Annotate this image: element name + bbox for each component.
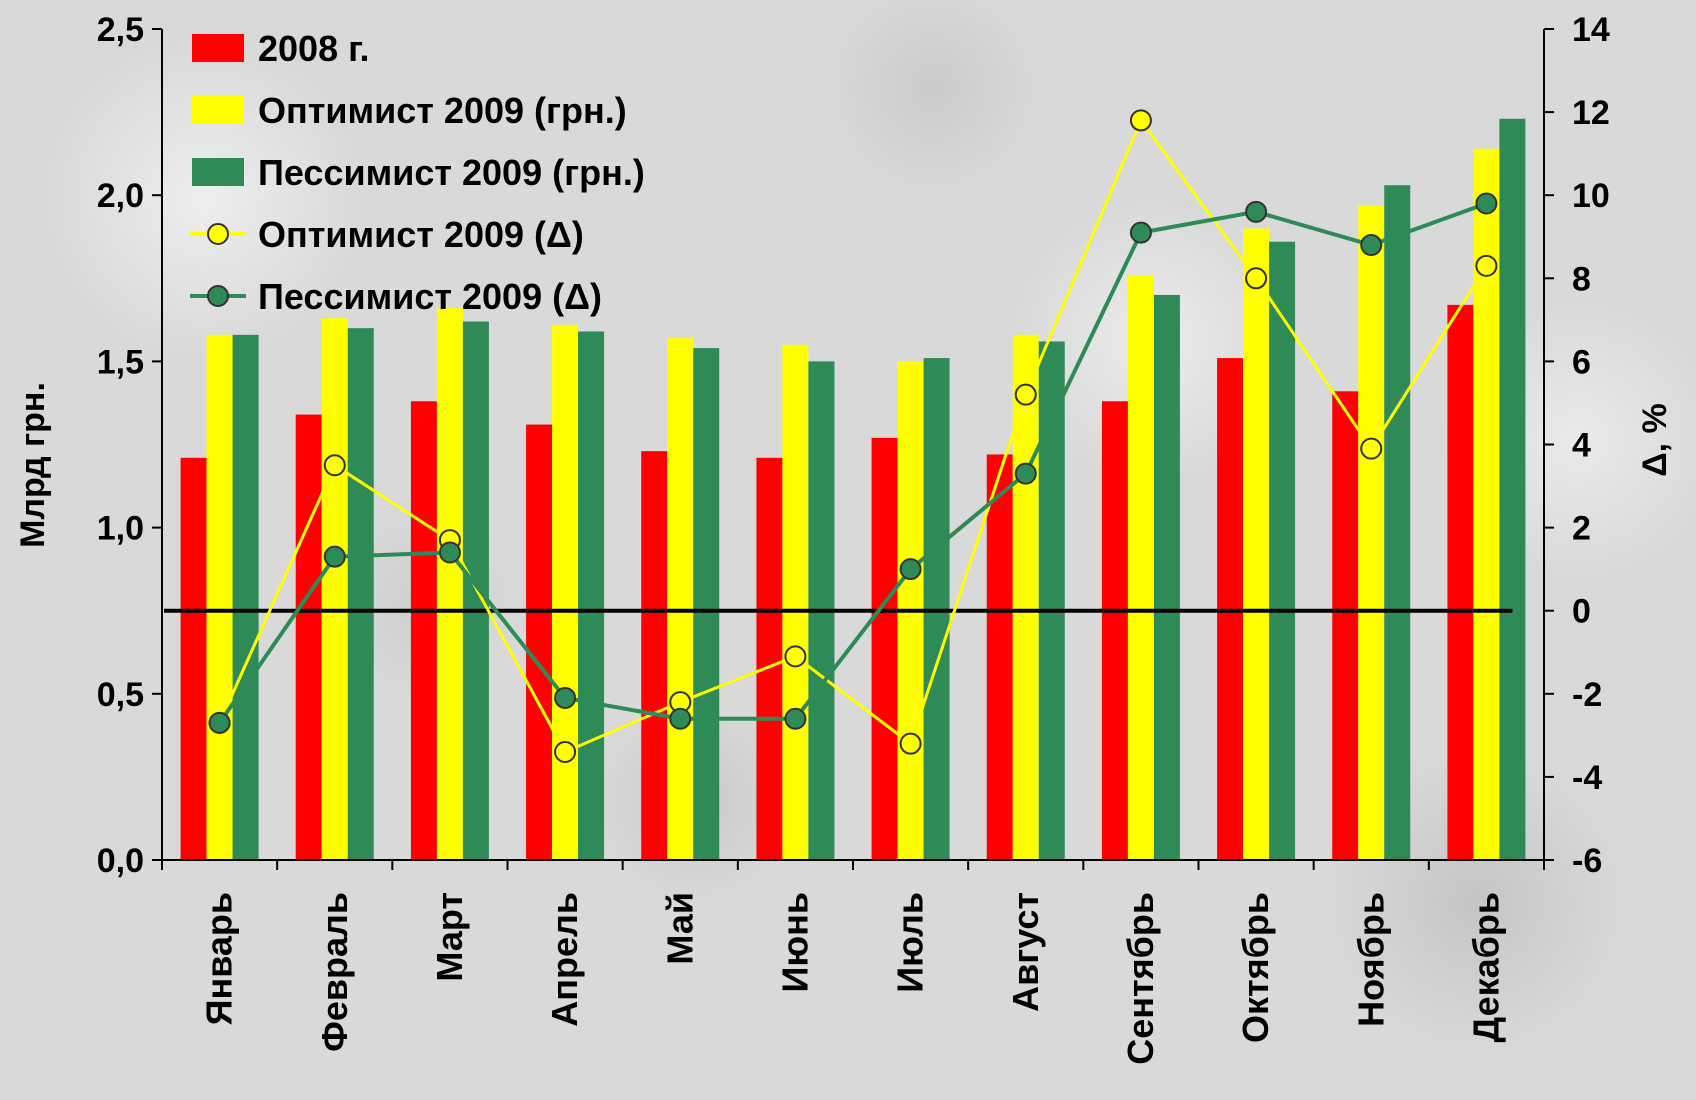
x-tick-label: Сентябрь (1120, 892, 1161, 1065)
bar-series-3-12 (1499, 118, 1526, 861)
bar-series-2-2 (321, 318, 348, 860)
bar-series-2-10 (1243, 228, 1270, 860)
legend-label: Оптимист 2009 (грн.) (258, 90, 627, 131)
line-point-series-2-2 (323, 545, 346, 568)
bar-series-1-8 (986, 454, 1013, 860)
legend-label: 2008 г. (258, 28, 369, 69)
bar-series-1-6 (756, 457, 783, 860)
y2-tick-label: 14 (1572, 11, 1610, 49)
y-tick-label: 1,0 (97, 510, 144, 548)
bar-series-2-3 (436, 308, 463, 860)
bar-series-1-5 (641, 451, 668, 860)
line-series-2 (217, 201, 1488, 725)
y2-tick-label: 0 (1572, 593, 1591, 631)
x-tick-label: Август (1005, 892, 1046, 1012)
legend-label: Оптимист 2009 (Δ) (258, 214, 584, 255)
bar-series-3-1 (232, 334, 259, 861)
x-tick-label: Май (659, 892, 700, 965)
line-point-series-1-8 (1014, 383, 1037, 406)
y2-tick-label: -6 (1572, 842, 1602, 880)
x-tick-label: Февраль (314, 892, 355, 1052)
legend-swatch-marker-2 (207, 285, 229, 307)
legend-swatch-bar-1 (192, 34, 244, 62)
x-tick-label: Март (429, 892, 470, 982)
legend-swatch-bar-3 (192, 158, 244, 186)
y2-axis-label: Δ, % (1636, 403, 1674, 477)
line-point-series-2-4 (554, 686, 577, 709)
y-tick-label: 0,0 (97, 842, 144, 880)
line-point-series-1-12 (1475, 254, 1498, 277)
bar-series-3-10 (1269, 241, 1296, 861)
y2-tick-label: -2 (1572, 676, 1602, 714)
line-point-series-1-7 (899, 732, 922, 755)
x-tick-label: Декабрь (1465, 892, 1506, 1043)
y2-tick-label: 12 (1572, 94, 1610, 132)
line-point-series-2-6 (784, 707, 807, 730)
bar-series-1-4 (526, 424, 553, 860)
x-tick-label: Январь (199, 892, 240, 1025)
line-point-series-1-11 (1360, 437, 1383, 460)
bar-series-3-9 (1153, 294, 1180, 860)
y2-tick-label: 8 (1572, 260, 1591, 298)
line-point-series-2-10 (1245, 200, 1268, 223)
bar-series-3-2 (347, 328, 374, 860)
bar-series-1-9 (1101, 401, 1128, 860)
legend-swatch-bar-2 (192, 96, 244, 124)
y2-tick-label: 4 (1572, 427, 1591, 465)
legend: 2008 г. Оптимист 2009 (грн.) Пессимист 200… (190, 28, 645, 317)
legend-label: Пессимист 2009 (грн.) (258, 152, 645, 193)
y2-tick-label: -4 (1572, 759, 1602, 797)
line-point-series-2-12 (1475, 192, 1498, 215)
bar-series-2-6 (782, 344, 809, 860)
bar-series-1-1 (180, 457, 207, 860)
y-tick-label: 0,5 (97, 676, 144, 714)
line-series-1 (218, 117, 1488, 754)
line-point-series-1-6 (784, 645, 807, 668)
line-point-series-2-1 (208, 711, 231, 734)
bar-series-2-8 (1012, 334, 1039, 861)
x-tick-label: Октябрь (1235, 892, 1276, 1043)
y2-tick-label: 10 (1572, 177, 1610, 215)
bar-series-2-9 (1127, 274, 1154, 860)
y-axis-label: Млрд грн. (14, 382, 52, 548)
bar-series-3-11 (1384, 185, 1411, 860)
line-point-series-2-9 (1129, 221, 1152, 244)
bar-series-3-4 (578, 331, 605, 860)
bar-series-2-5 (667, 338, 694, 861)
lines-layer (208, 109, 1498, 763)
line-point-series-1-4 (554, 740, 577, 763)
bars-layer (180, 118, 1526, 861)
bar-series-3-8 (1038, 341, 1065, 860)
legend-label: Пессимист 2009 (Δ) (258, 276, 602, 317)
line-point-series-2-7 (899, 558, 922, 581)
y-tick-label: 2,0 (97, 177, 144, 215)
y-tick-label: 1,5 (97, 343, 144, 381)
x-tick-label: Ноябрь (1350, 892, 1391, 1027)
bar-series-1-2 (295, 414, 322, 860)
line-point-series-2-3 (438, 541, 461, 564)
bar-series-2-11 (1358, 205, 1385, 860)
line-point-series-1-10 (1245, 267, 1268, 290)
bar-series-1-12 (1447, 304, 1474, 861)
y-tick-label: 2,5 (97, 11, 144, 49)
line-point-series-1-9 (1129, 109, 1152, 132)
y2-tick-label: 6 (1572, 343, 1591, 381)
line-point-series-2-5 (669, 707, 692, 730)
x-tick-label: Апрель (544, 892, 585, 1027)
bar-series-2-1 (206, 334, 233, 861)
line-point-series-1-2 (323, 454, 346, 477)
x-tick-label: Июнь (774, 892, 815, 993)
bar-series-1-7 (871, 437, 898, 860)
bar-series-1-11 (1332, 391, 1359, 860)
legend-swatch-marker-1 (207, 223, 229, 245)
bar-series-1-3 (410, 401, 437, 860)
y2-tick-label: 2 (1572, 510, 1591, 548)
axes-layer: 0,0 0,5 1,0 1,5 2,0 2,5 -6 -4 -2 0 2 4 6 8 10 12 14 Январ… (97, 11, 1610, 1065)
bar-series-2-4 (552, 324, 579, 860)
line-point-series-2-11 (1360, 234, 1383, 257)
x-tick-label: Июль (890, 892, 931, 993)
bar-series-3-5 (693, 348, 720, 860)
line-point-series-2-8 (1014, 462, 1037, 485)
